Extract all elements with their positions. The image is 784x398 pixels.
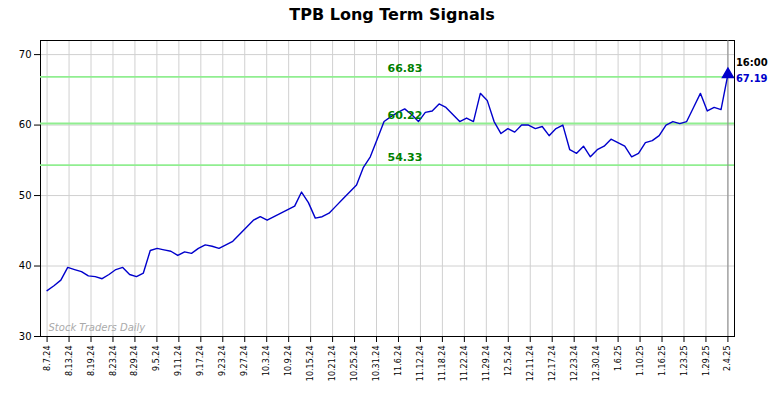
svg-text:50: 50 (19, 190, 32, 201)
svg-text:8.13.24: 8.13.24 (65, 346, 74, 377)
svg-text:11.18.24: 11.18.24 (438, 346, 447, 382)
svg-text:10.21.24: 10.21.24 (328, 346, 337, 382)
svg-text:12.11.24: 12.11.24 (526, 346, 535, 382)
svg-text:1.23.25: 1.23.25 (680, 346, 689, 377)
svg-text:60.22: 60.22 (388, 109, 423, 122)
svg-text:60: 60 (19, 119, 32, 130)
svg-text:11.29.24: 11.29.24 (482, 346, 491, 382)
svg-text:9.27.24: 9.27.24 (240, 346, 249, 377)
svg-text:9.17.24: 9.17.24 (196, 346, 205, 377)
svg-text:40: 40 (19, 260, 32, 271)
svg-text:10.25.24: 10.25.24 (350, 346, 359, 382)
svg-text:30: 30 (19, 331, 32, 342)
svg-text:1.6.25: 1.6.25 (614, 346, 623, 371)
svg-text:12.23.24: 12.23.24 (570, 346, 579, 382)
svg-text:9.5.24: 9.5.24 (152, 346, 161, 371)
svg-text:1.10.25: 1.10.25 (636, 346, 645, 377)
svg-text:10.3.24: 10.3.24 (262, 346, 271, 377)
svg-text:Stock Traders Daily: Stock Traders Daily (49, 322, 147, 333)
svg-text:9.11.24: 9.11.24 (174, 346, 183, 377)
html-text:TPB Long Term Signals: TPB Long Term Signals (289, 5, 495, 24)
svg-text:12.30.24: 12.30.24 (592, 346, 601, 382)
svg-text:11.6.24: 11.6.24 (394, 346, 403, 377)
svg-text:9.23.24: 9.23.24 (218, 346, 227, 377)
svg-text:11.22.24: 11.22.24 (460, 346, 469, 382)
svg-text:10.15.24: 10.15.24 (306, 346, 315, 382)
svg-text:66.83: 66.83 (388, 62, 423, 75)
svg-text:1.16.25: 1.16.25 (658, 346, 667, 377)
svg-text:12.5.24: 12.5.24 (504, 346, 513, 377)
svg-text:67.19: 67.19 (736, 73, 768, 84)
svg-text:8.29.24: 8.29.24 (130, 346, 139, 377)
svg-text:54.33: 54.33 (388, 151, 423, 164)
svg-text:10.9.24: 10.9.24 (284, 346, 293, 377)
svg-text:8.19.24: 8.19.24 (87, 346, 96, 377)
svg-text:8.23.24: 8.23.24 (109, 346, 118, 377)
svg-text:1.29.25: 1.29.25 (702, 346, 711, 377)
svg-text:16:00: 16:00 (736, 57, 768, 68)
svg-text:8.7.24: 8.7.24 (43, 346, 52, 371)
svg-text:10.31.24: 10.31.24 (372, 346, 381, 382)
svg-text:11.12.24: 11.12.24 (416, 346, 425, 382)
svg-text:12.17.24: 12.17.24 (548, 346, 557, 382)
svg-text:70: 70 (19, 49, 32, 60)
svg-text:2.4.25: 2.4.25 (723, 346, 732, 371)
